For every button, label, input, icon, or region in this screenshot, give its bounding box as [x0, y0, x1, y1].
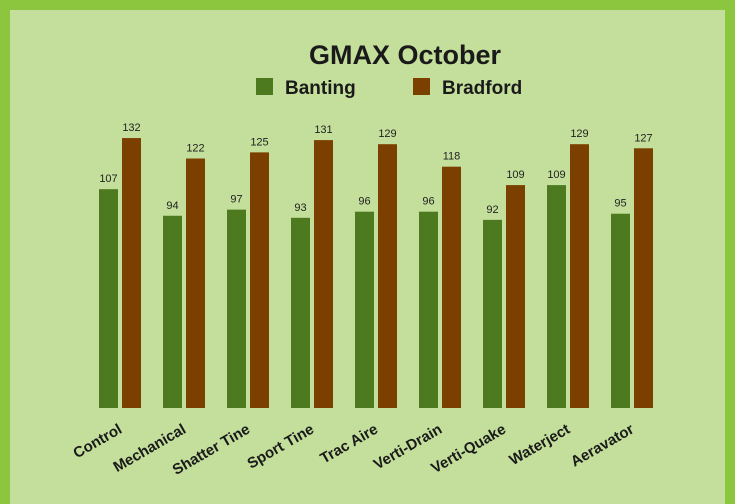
value-label: 107	[99, 173, 117, 185]
value-label: 92	[486, 204, 498, 216]
legend-swatch	[413, 78, 430, 95]
bar	[163, 215, 182, 408]
legend-label: Bradford	[442, 78, 522, 99]
bar	[186, 158, 205, 408]
bar	[314, 140, 333, 409]
bar	[378, 144, 397, 408]
bar	[506, 185, 525, 408]
bar	[483, 219, 502, 408]
value-label: 129	[570, 128, 588, 140]
legend-swatch	[256, 78, 273, 95]
value-label: 109	[506, 169, 524, 181]
value-label: 129	[378, 128, 396, 140]
bar	[547, 185, 566, 408]
value-label: 118	[443, 151, 461, 163]
value-label: 96	[358, 196, 370, 208]
bar	[634, 148, 653, 408]
value-label: 131	[314, 124, 332, 136]
bar	[355, 211, 374, 408]
bar	[122, 138, 141, 408]
value-label: 122	[186, 143, 204, 155]
bar	[570, 144, 589, 408]
bar	[442, 166, 461, 408]
bar	[99, 189, 118, 408]
value-label: 125	[250, 136, 268, 148]
value-label: 109	[547, 169, 565, 181]
value-label: 95	[614, 198, 626, 210]
bar	[250, 152, 269, 408]
legend-label: Banting	[285, 78, 356, 99]
bar	[611, 213, 630, 408]
value-label: 96	[422, 196, 434, 208]
bar	[291, 217, 310, 408]
bar	[419, 211, 438, 408]
value-label: 94	[166, 200, 178, 212]
bar	[227, 209, 246, 408]
chart-title: GMAX October	[309, 40, 502, 70]
value-label: 127	[634, 132, 652, 144]
value-label: 97	[230, 194, 242, 206]
value-label: 93	[294, 202, 306, 214]
value-label: 132	[122, 122, 140, 134]
